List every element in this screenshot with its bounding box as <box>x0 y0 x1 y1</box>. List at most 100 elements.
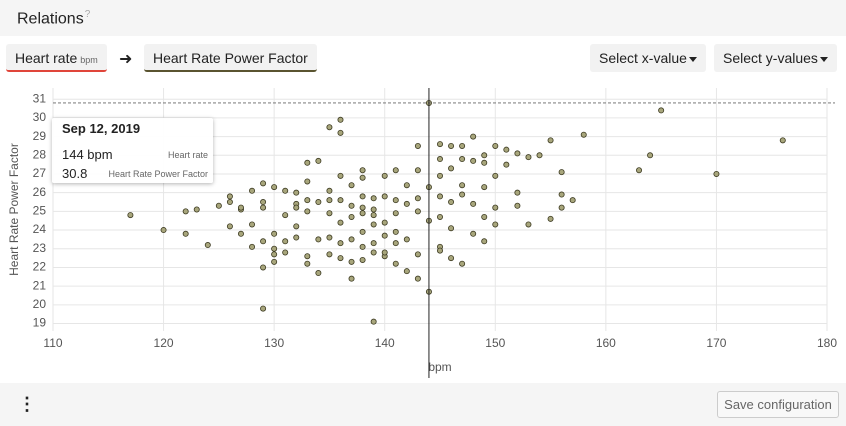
select-x[interactable]: Select x-value <box>590 44 706 72</box>
point <box>547 215 554 222</box>
point <box>249 221 256 228</box>
point <box>403 182 410 189</box>
point <box>381 249 388 256</box>
point <box>414 208 421 215</box>
point <box>271 258 278 265</box>
point <box>481 152 488 159</box>
point <box>514 150 521 157</box>
point <box>381 219 388 226</box>
point <box>459 182 466 189</box>
point <box>525 221 532 228</box>
point <box>414 251 421 258</box>
point <box>392 197 399 204</box>
point <box>558 169 565 176</box>
point <box>481 213 488 220</box>
x-tick-label: 160 <box>596 336 616 350</box>
y-tick-label: 27 <box>33 166 47 180</box>
point <box>481 238 488 245</box>
y-axis-label: Heart Rate Power Factor <box>7 143 21 276</box>
point <box>315 199 322 206</box>
point <box>271 245 278 252</box>
y-tick-label: 24 <box>33 222 47 236</box>
point <box>293 189 300 196</box>
point <box>304 260 311 267</box>
point <box>260 204 267 211</box>
point <box>414 142 421 149</box>
point <box>481 159 488 166</box>
point <box>636 167 643 174</box>
point <box>326 210 333 217</box>
point <box>226 223 233 230</box>
y-tick-label: 30 <box>33 110 47 124</box>
point <box>647 152 654 159</box>
point <box>293 223 300 230</box>
save-button[interactable]: Save configuration <box>717 391 839 418</box>
title-text: Relations <box>17 10 84 28</box>
point <box>293 204 300 211</box>
point <box>503 161 510 168</box>
x-button[interactable]: Heart rate bpm <box>6 44 107 72</box>
point <box>525 154 532 161</box>
point <box>304 159 311 166</box>
point <box>348 258 355 265</box>
point <box>392 260 399 267</box>
point <box>569 197 576 204</box>
point <box>337 255 344 262</box>
point <box>359 256 366 263</box>
point <box>436 172 443 179</box>
x-tick-label: 150 <box>485 336 505 350</box>
point <box>436 141 443 148</box>
y-button-label: Heart Rate Power Factor <box>153 50 308 66</box>
y-button[interactable]: Heart Rate Power Factor <box>144 44 317 72</box>
point <box>304 208 311 215</box>
point <box>536 152 543 159</box>
point <box>348 275 355 282</box>
point <box>436 193 443 200</box>
point <box>392 228 399 235</box>
point <box>282 238 289 245</box>
y-tick-label: 20 <box>33 297 47 311</box>
point <box>381 172 388 179</box>
point <box>392 240 399 247</box>
point <box>547 137 554 144</box>
point <box>237 204 244 211</box>
x-tick-label: 120 <box>154 336 174 350</box>
menu[interactable]: ⋮ <box>18 394 36 414</box>
point <box>282 187 289 194</box>
y-tick-label: 28 <box>33 147 47 161</box>
point <box>337 172 344 179</box>
point <box>370 240 377 247</box>
point <box>713 170 720 177</box>
point <box>359 210 366 217</box>
point <box>182 208 189 215</box>
point <box>271 184 278 191</box>
y-tick-label: 19 <box>33 316 47 330</box>
point <box>392 210 399 217</box>
point <box>448 165 455 172</box>
help[interactable]: ? <box>84 9 91 20</box>
point <box>492 142 499 149</box>
y-tick-label: 21 <box>33 278 47 292</box>
point <box>381 232 388 239</box>
point <box>558 204 565 211</box>
point <box>370 318 377 325</box>
point <box>326 124 333 131</box>
point <box>359 243 366 250</box>
point <box>260 264 267 271</box>
point <box>448 142 455 149</box>
point <box>370 212 377 219</box>
x-tick-label: 110 <box>43 336 62 350</box>
x-tick-label: 130 <box>264 336 284 350</box>
point <box>470 200 477 207</box>
tooltip-y-name: Heart Rate Power Factor <box>108 169 208 179</box>
point <box>436 213 443 220</box>
select-y[interactable]: Select y-values <box>714 44 837 72</box>
point <box>403 268 410 275</box>
tooltip-x-value: 144 bpm <box>62 147 113 162</box>
y-tick-label: 25 <box>33 204 47 218</box>
point <box>337 219 344 226</box>
point <box>370 249 377 256</box>
point <box>580 131 587 138</box>
point <box>514 202 521 209</box>
title: Relations? <box>17 9 90 28</box>
